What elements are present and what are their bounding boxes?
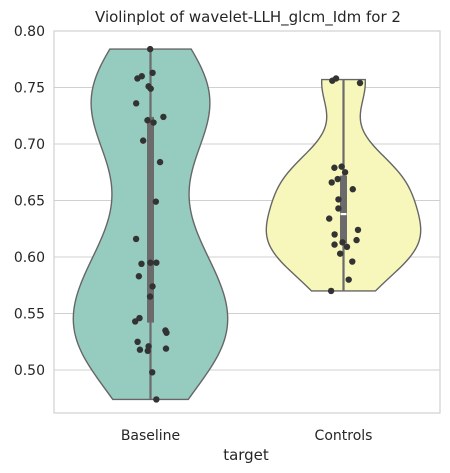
data-point [153, 259, 160, 266]
data-point [336, 250, 344, 257]
data-point [132, 235, 140, 243]
data-point [149, 283, 156, 290]
data-point [331, 241, 338, 248]
data-point [160, 113, 167, 121]
y-tick-label: 0.55 [14, 307, 45, 323]
data-point [138, 73, 145, 80]
iqr-box [340, 175, 347, 244]
data-point [339, 239, 346, 246]
y-tick-labels: 0.50 0.55 0.60 0.65 0.70 0.75 0.80 [14, 24, 45, 379]
data-point [149, 369, 156, 376]
violins [72, 48, 422, 401]
data-point [144, 347, 151, 355]
data-point [150, 119, 157, 126]
data-point [135, 273, 143, 280]
data-point [335, 205, 342, 212]
data-point [345, 276, 352, 283]
data-point [146, 293, 154, 300]
data-point [334, 175, 341, 183]
data-point [349, 258, 356, 265]
x-tick-labels: Baseline Controls [121, 428, 373, 444]
y-tick-label: 0.50 [14, 363, 45, 379]
x-tick-label: Controls [315, 428, 373, 444]
data-points [132, 45, 364, 403]
y-tick-label: 0.65 [14, 194, 45, 210]
data-point [353, 236, 360, 244]
data-point [331, 231, 338, 238]
data-point [152, 198, 160, 205]
data-point [341, 169, 349, 176]
data-point [338, 163, 345, 170]
data-point [327, 287, 335, 295]
data-point [147, 259, 154, 266]
data-point [156, 158, 164, 166]
data-point [136, 346, 144, 353]
data-point [134, 338, 141, 345]
data-point [329, 77, 336, 84]
data-point [331, 164, 338, 171]
x-axis-title: target [223, 446, 269, 464]
data-point [139, 137, 147, 144]
y-tick-label: 0.80 [14, 24, 45, 40]
y-tick-label: 0.70 [14, 137, 45, 153]
data-point [349, 186, 356, 193]
data-point [147, 85, 154, 92]
inner-boxes [147, 49, 347, 400]
y-tick-label: 0.60 [14, 250, 45, 266]
chart-title: Violinplot of wavelet-LLH_glcm_Idm for 2 [95, 8, 401, 27]
x-tick-label: Baseline [121, 428, 180, 444]
data-point [354, 226, 362, 234]
data-point [132, 318, 139, 325]
data-point [163, 329, 170, 336]
data-point [132, 100, 140, 107]
data-point [356, 79, 364, 87]
data-point [153, 396, 160, 403]
data-point [343, 243, 351, 251]
data-point [136, 314, 143, 322]
data-point [138, 260, 145, 268]
iqr-box [147, 116, 154, 323]
data-point [326, 215, 333, 222]
y-tick-label: 0.75 [14, 81, 45, 97]
data-point [162, 345, 170, 352]
data-point [146, 45, 154, 53]
data-point [335, 196, 342, 203]
data-point [328, 179, 335, 186]
data-point [149, 69, 156, 77]
data-point [144, 117, 151, 124]
